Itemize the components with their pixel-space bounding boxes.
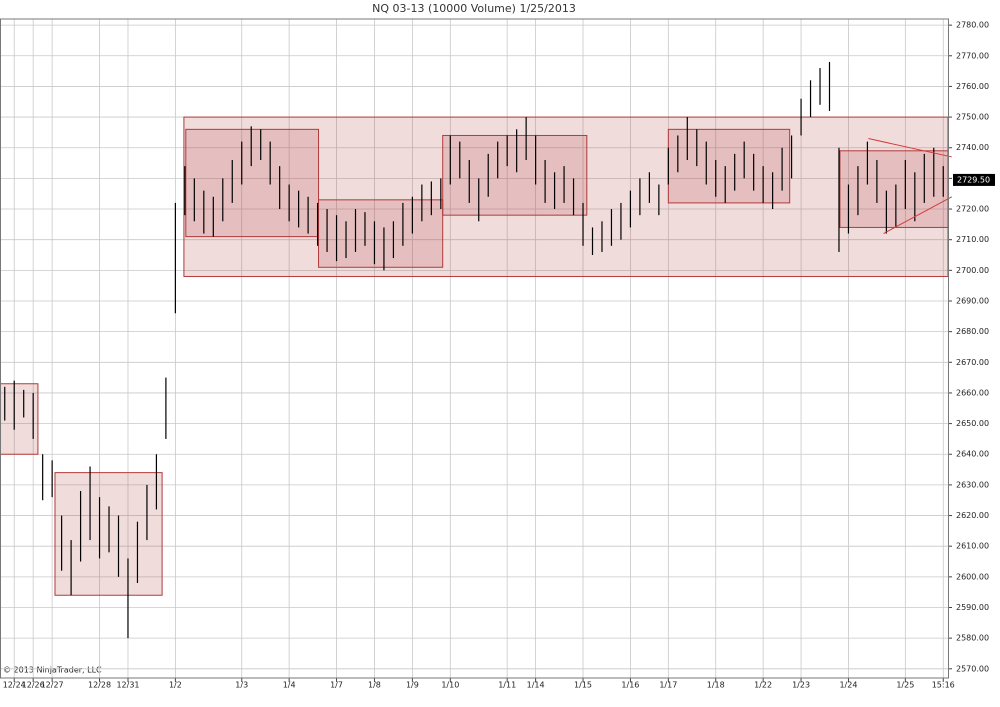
y-tick-label: 2780.00 [956, 21, 989, 30]
x-tick-label: 1/14 [527, 681, 545, 690]
range-box [442, 134, 588, 216]
y-tick-label: 2670.00 [956, 358, 989, 367]
x-tick-label: 1/15 [574, 681, 592, 690]
x-tick-label: 1/2 [169, 681, 182, 690]
x-tick-label: 12/26 [22, 681, 45, 690]
trend-line [868, 138, 952, 158]
range-box [183, 116, 949, 277]
y-tick-label: 2600.00 [956, 572, 989, 581]
range-box [667, 128, 791, 204]
x-tick-label: 1/9 [406, 681, 419, 690]
last-price-label: 2729.50 [957, 175, 990, 184]
y-tick-label: 2700.00 [956, 266, 989, 275]
range-box [839, 150, 949, 228]
y-tick-label: 2680.00 [956, 327, 989, 336]
x-tick-label: 1/7 [330, 681, 343, 690]
x-tick-label: 1/25 [896, 681, 914, 690]
y-tick-label: 2640.00 [956, 450, 989, 459]
y-tick-label: 2590.00 [956, 603, 989, 612]
y-tick-label: 2690.00 [956, 296, 989, 305]
x-tick-label: 1/16 [621, 681, 639, 690]
x-tick-label: 1/4 [283, 681, 296, 690]
x-tick-label: 1/24 [839, 681, 857, 690]
x-tick-label: 1/23 [792, 681, 810, 690]
x-tick-label: 1/17 [659, 681, 677, 690]
y-tick-label: 2620.00 [956, 511, 989, 520]
chart-title: NQ 03-13 (10000 Volume) 1/25/2013 [372, 2, 576, 15]
y-tick-label: 2630.00 [956, 480, 989, 489]
x-tick-label: 15:16 [932, 681, 955, 690]
plot-frame [0, 18, 949, 679]
range-box [185, 128, 320, 238]
x-tick-label: 12/31 [116, 681, 139, 690]
y-tick-label: 2650.00 [956, 419, 989, 428]
y-tick-label: 2720.00 [956, 205, 989, 214]
range-box [0, 383, 39, 455]
x-tick-label: 1/18 [707, 681, 725, 690]
trend-line [883, 196, 953, 234]
x-tick-label: 1/8 [368, 681, 381, 690]
y-tick-label: 2760.00 [956, 82, 989, 91]
y-tick-label: 2710.00 [956, 235, 989, 244]
y-tick-label: 2570.00 [956, 664, 989, 673]
y-tick-label: 2740.00 [956, 143, 989, 152]
y-tick-label: 2610.00 [956, 542, 989, 551]
x-tick-label: 1/22 [754, 681, 772, 690]
x-tick-label: 1/10 [441, 681, 459, 690]
y-tick-label: 2750.00 [956, 113, 989, 122]
last-price-box [953, 173, 995, 186]
x-tick-label: 12/28 [88, 681, 111, 690]
y-tick-label: 2660.00 [956, 388, 989, 397]
y-tick-label: 2770.00 [956, 51, 989, 60]
x-tick-label: 12/24 [3, 681, 26, 690]
x-tick-label: 1/3 [235, 681, 248, 690]
range-box [318, 199, 444, 268]
x-tick-label: 12/27 [41, 681, 64, 690]
x-tick-label: 1/11 [498, 681, 516, 690]
y-tick-label: 2580.00 [956, 634, 989, 643]
